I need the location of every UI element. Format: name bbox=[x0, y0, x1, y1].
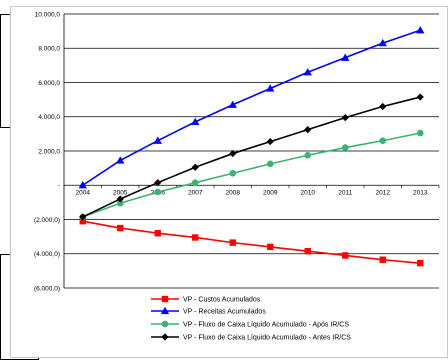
chart-frame: 10.000,0 8.000,0 6.000,0 4.000,0 2.000,0 - (2.… bbox=[10, 6, 448, 358]
data-point bbox=[341, 53, 350, 61]
data-point bbox=[266, 84, 275, 92]
series-line-3 bbox=[82, 132, 421, 218]
data-point bbox=[303, 68, 312, 76]
x-tick-label: 2005 bbox=[113, 189, 128, 196]
data-point bbox=[266, 137, 274, 146]
x-tick-label: 2012 bbox=[376, 189, 391, 196]
data-point bbox=[341, 144, 349, 151]
legend-label: VP - Fluxo de Caixa Líquido Acumulado - … bbox=[183, 322, 349, 329]
data-point bbox=[78, 181, 87, 189]
y-tick-label: (2.000,0) bbox=[34, 217, 60, 224]
data-point bbox=[416, 129, 424, 137]
data-point bbox=[304, 125, 312, 134]
data-point bbox=[228, 100, 237, 108]
data-point bbox=[342, 252, 349, 259]
x-tick-label: 2010 bbox=[301, 189, 316, 196]
x-tick-label: 2008 bbox=[226, 189, 241, 196]
data-point bbox=[191, 179, 199, 186]
data-point bbox=[378, 38, 387, 47]
series-line-4 bbox=[82, 96, 421, 218]
data-point bbox=[116, 199, 124, 207]
data-point bbox=[416, 26, 425, 34]
data-point bbox=[79, 218, 86, 225]
y-tick-label: 4.000,0 bbox=[38, 114, 60, 121]
data-point bbox=[154, 230, 161, 237]
y-tick-label: (4.000,0) bbox=[34, 251, 60, 258]
y-tick-label: 2.000,0 bbox=[38, 148, 60, 155]
data-point bbox=[191, 163, 199, 171]
line-chart: 10.000,0 8.000,0 6.000,0 4.000,0 2.000,0 - (2.… bbox=[34, 11, 440, 342]
data-point bbox=[117, 224, 124, 232]
legend-marker bbox=[161, 320, 169, 328]
legend-marker bbox=[160, 306, 170, 315]
series-line-2 bbox=[82, 29, 421, 186]
series-line-1 bbox=[82, 220, 421, 264]
data-point bbox=[417, 259, 424, 267]
y-tick-label: - bbox=[58, 183, 60, 190]
data-point bbox=[304, 151, 312, 159]
data-point bbox=[153, 136, 162, 144]
x-tick-label: 2011 bbox=[338, 189, 352, 196]
data-point bbox=[191, 117, 200, 126]
data-point bbox=[379, 256, 386, 263]
legend-label: VP - Custos Acumulados bbox=[183, 297, 261, 304]
data-point bbox=[229, 239, 236, 246]
data-point bbox=[79, 213, 87, 221]
data-point bbox=[192, 234, 199, 241]
data-point bbox=[154, 188, 162, 196]
legend-marker bbox=[161, 295, 169, 303]
data-point bbox=[266, 160, 274, 168]
legend-label: VP - Receitas Acumulados bbox=[183, 309, 266, 316]
x-tick-label: 2007 bbox=[188, 189, 203, 196]
legend-marker bbox=[161, 333, 169, 341]
data-point bbox=[116, 156, 125, 164]
data-point bbox=[416, 93, 424, 101]
x-tick-label: 2013 bbox=[413, 189, 428, 196]
legend-label: VP - Fluxo de Caixa Líquido Acumulado - … bbox=[183, 335, 351, 342]
x-tick-label: 2009 bbox=[263, 189, 278, 196]
data-point bbox=[267, 243, 274, 251]
data-point bbox=[229, 149, 237, 158]
x-tick-label: 2004 bbox=[76, 189, 91, 196]
data-point bbox=[116, 195, 124, 203]
y-tick-label: 8.000,0 bbox=[38, 46, 60, 53]
data-point bbox=[229, 169, 237, 177]
data-point bbox=[379, 137, 387, 145]
data-point bbox=[341, 114, 349, 122]
y-tick-label: 10.000,0 bbox=[35, 11, 61, 18]
data-point bbox=[304, 247, 311, 255]
y-tick-label: 6.000,0 bbox=[38, 80, 60, 87]
data-point bbox=[154, 179, 162, 187]
data-point bbox=[379, 102, 387, 111]
y-tick-label: (6.000,0) bbox=[34, 285, 60, 292]
